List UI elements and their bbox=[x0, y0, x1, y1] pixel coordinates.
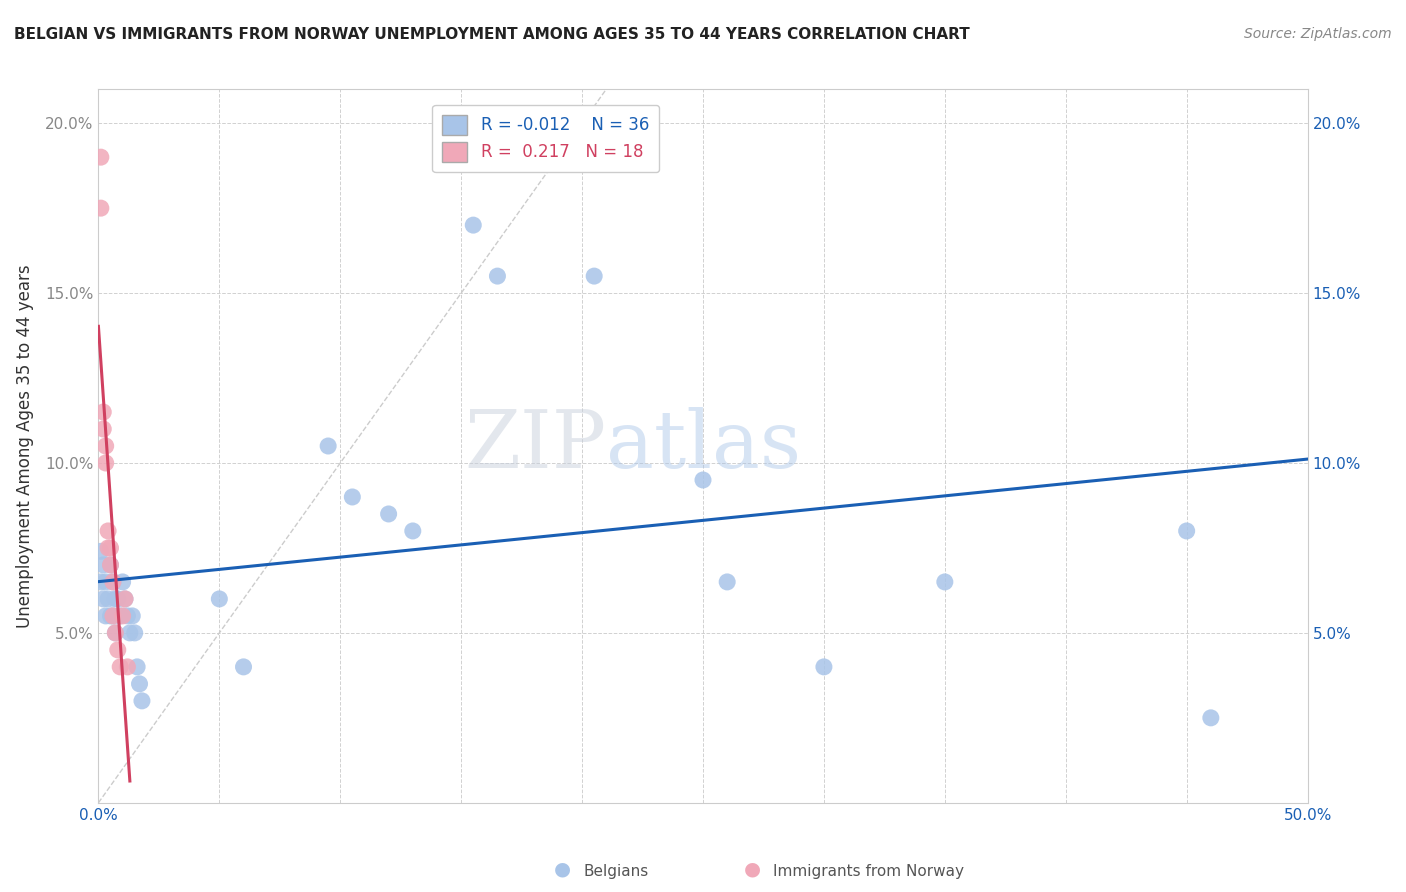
Point bbox=[101, 574, 124, 589]
Point bbox=[377, 507, 399, 521]
Point bbox=[101, 608, 124, 623]
Point bbox=[208, 591, 231, 606]
Point bbox=[100, 541, 122, 555]
Y-axis label: Unemployment Among Ages 35 to 44 years: Unemployment Among Ages 35 to 44 years bbox=[15, 264, 34, 628]
Point bbox=[107, 643, 129, 657]
Point bbox=[97, 524, 120, 538]
Point bbox=[94, 456, 117, 470]
Point bbox=[114, 591, 136, 606]
Point bbox=[111, 574, 134, 589]
Point bbox=[94, 439, 117, 453]
Point bbox=[91, 591, 114, 606]
Point bbox=[90, 201, 112, 215]
Point bbox=[91, 422, 114, 436]
Point bbox=[1175, 524, 1198, 538]
Point bbox=[1199, 711, 1222, 725]
Point bbox=[934, 574, 956, 589]
Text: ZIP: ZIP bbox=[464, 407, 606, 485]
Point bbox=[108, 660, 131, 674]
Point bbox=[111, 608, 134, 623]
Point bbox=[232, 660, 254, 674]
Point bbox=[101, 608, 124, 623]
Point bbox=[131, 694, 153, 708]
Point bbox=[463, 218, 485, 232]
Point bbox=[100, 558, 122, 572]
Point bbox=[108, 608, 131, 623]
Point bbox=[558, 150, 581, 164]
Point bbox=[97, 591, 120, 606]
Point bbox=[100, 558, 122, 572]
Point bbox=[104, 626, 127, 640]
Point bbox=[94, 608, 117, 623]
Point bbox=[90, 150, 112, 164]
Text: Belgians: Belgians bbox=[583, 863, 648, 879]
Text: ●: ● bbox=[554, 860, 571, 879]
Point bbox=[127, 660, 149, 674]
Point bbox=[583, 269, 606, 284]
Point bbox=[91, 405, 114, 419]
Text: atlas: atlas bbox=[606, 407, 801, 485]
Point bbox=[97, 541, 120, 555]
Point bbox=[90, 574, 112, 589]
Point bbox=[94, 574, 117, 589]
Point bbox=[716, 574, 738, 589]
Point bbox=[692, 473, 714, 487]
Point bbox=[316, 439, 339, 453]
Point bbox=[486, 269, 509, 284]
Point bbox=[124, 626, 146, 640]
Text: ●: ● bbox=[744, 860, 761, 879]
Point bbox=[813, 660, 835, 674]
Point bbox=[117, 660, 139, 674]
Point bbox=[101, 574, 124, 589]
Point bbox=[104, 626, 127, 640]
Point bbox=[91, 558, 114, 572]
Point bbox=[128, 677, 150, 691]
Point bbox=[104, 591, 127, 606]
Point bbox=[100, 608, 122, 623]
Text: Source: ZipAtlas.com: Source: ZipAtlas.com bbox=[1244, 27, 1392, 41]
Point bbox=[114, 591, 136, 606]
Point bbox=[342, 490, 364, 504]
Point bbox=[118, 626, 141, 640]
Point bbox=[402, 524, 425, 538]
Legend: R = -0.012    N = 36, R =  0.217   N = 18: R = -0.012 N = 36, R = 0.217 N = 18 bbox=[433, 104, 659, 172]
Point bbox=[121, 608, 143, 623]
Point bbox=[90, 544, 112, 558]
Point bbox=[107, 591, 129, 606]
Text: BELGIAN VS IMMIGRANTS FROM NORWAY UNEMPLOYMENT AMONG AGES 35 TO 44 YEARS CORRELA: BELGIAN VS IMMIGRANTS FROM NORWAY UNEMPL… bbox=[14, 27, 970, 42]
Point bbox=[117, 608, 139, 623]
Text: Immigrants from Norway: Immigrants from Norway bbox=[773, 863, 965, 879]
